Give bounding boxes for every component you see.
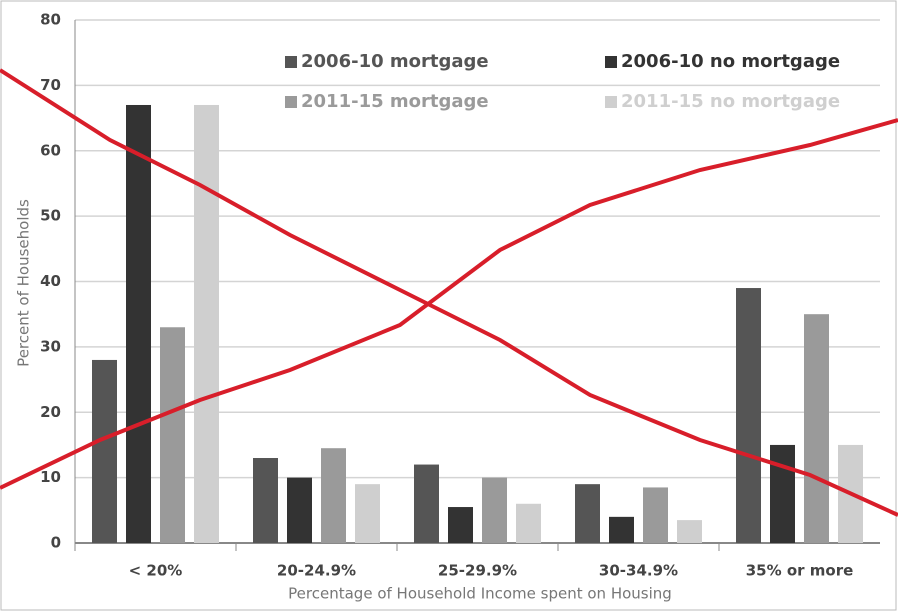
- y-tick-label: 0: [51, 534, 61, 552]
- bar: [482, 477, 507, 543]
- cross-stroke: [0, 68, 898, 517]
- y-tick-label: 20: [40, 403, 61, 421]
- x-tick-label: 20-24.9%: [277, 562, 356, 580]
- legend-label: 2006-10 mortgage: [301, 51, 489, 72]
- x-tick-label: 30-34.9%: [599, 562, 678, 580]
- y-tick-label: 50: [40, 207, 61, 225]
- bar: [287, 477, 312, 543]
- y-axis-label: Percent of Households: [15, 199, 33, 367]
- bar: [448, 507, 473, 543]
- legend-label: 2011-15 no mortgage: [621, 91, 840, 112]
- x-tick-label: 25-29.9%: [438, 562, 517, 580]
- bar: [321, 448, 346, 543]
- y-tick-label: 30: [40, 337, 61, 355]
- bar: [414, 464, 439, 543]
- bar: [643, 487, 668, 543]
- y-tick-label: 10: [40, 468, 61, 486]
- bar: [770, 444, 795, 543]
- bar: [804, 314, 829, 543]
- bar: [677, 520, 702, 543]
- y-tick-label: 70: [40, 76, 61, 94]
- bar: [92, 359, 117, 543]
- y-tick-label: 80: [40, 11, 61, 29]
- bar: [194, 104, 219, 544]
- plot-area: 0 10 20 30 40 50 60 70 80 < 20% 20-24.9% 25-29.9% 30…: [40, 11, 880, 580]
- legend-label: 2006-10 no mortgage: [621, 51, 840, 72]
- legend-swatch: [285, 56, 297, 68]
- legend-swatch: [605, 96, 617, 108]
- bar: [516, 503, 541, 543]
- x-axis-label: Percentage of Household Income spent on …: [288, 585, 672, 603]
- x-tick-label: < 20%: [129, 562, 183, 580]
- bar: [609, 516, 634, 543]
- bar: [736, 288, 761, 543]
- x-tick-label: 35% or more: [746, 562, 854, 580]
- legend-label: 2011-15 mortgage: [301, 91, 489, 112]
- bar: [160, 327, 185, 543]
- y-tick-label: 40: [40, 272, 61, 290]
- legend-swatch: [605, 56, 617, 68]
- bar: [253, 458, 278, 543]
- bar: [355, 484, 380, 543]
- cross-stroke: [0, 118, 898, 490]
- bar: [126, 104, 151, 544]
- bar: [575, 484, 600, 543]
- y-tick-label: 60: [40, 141, 61, 159]
- legend-swatch: [285, 96, 297, 108]
